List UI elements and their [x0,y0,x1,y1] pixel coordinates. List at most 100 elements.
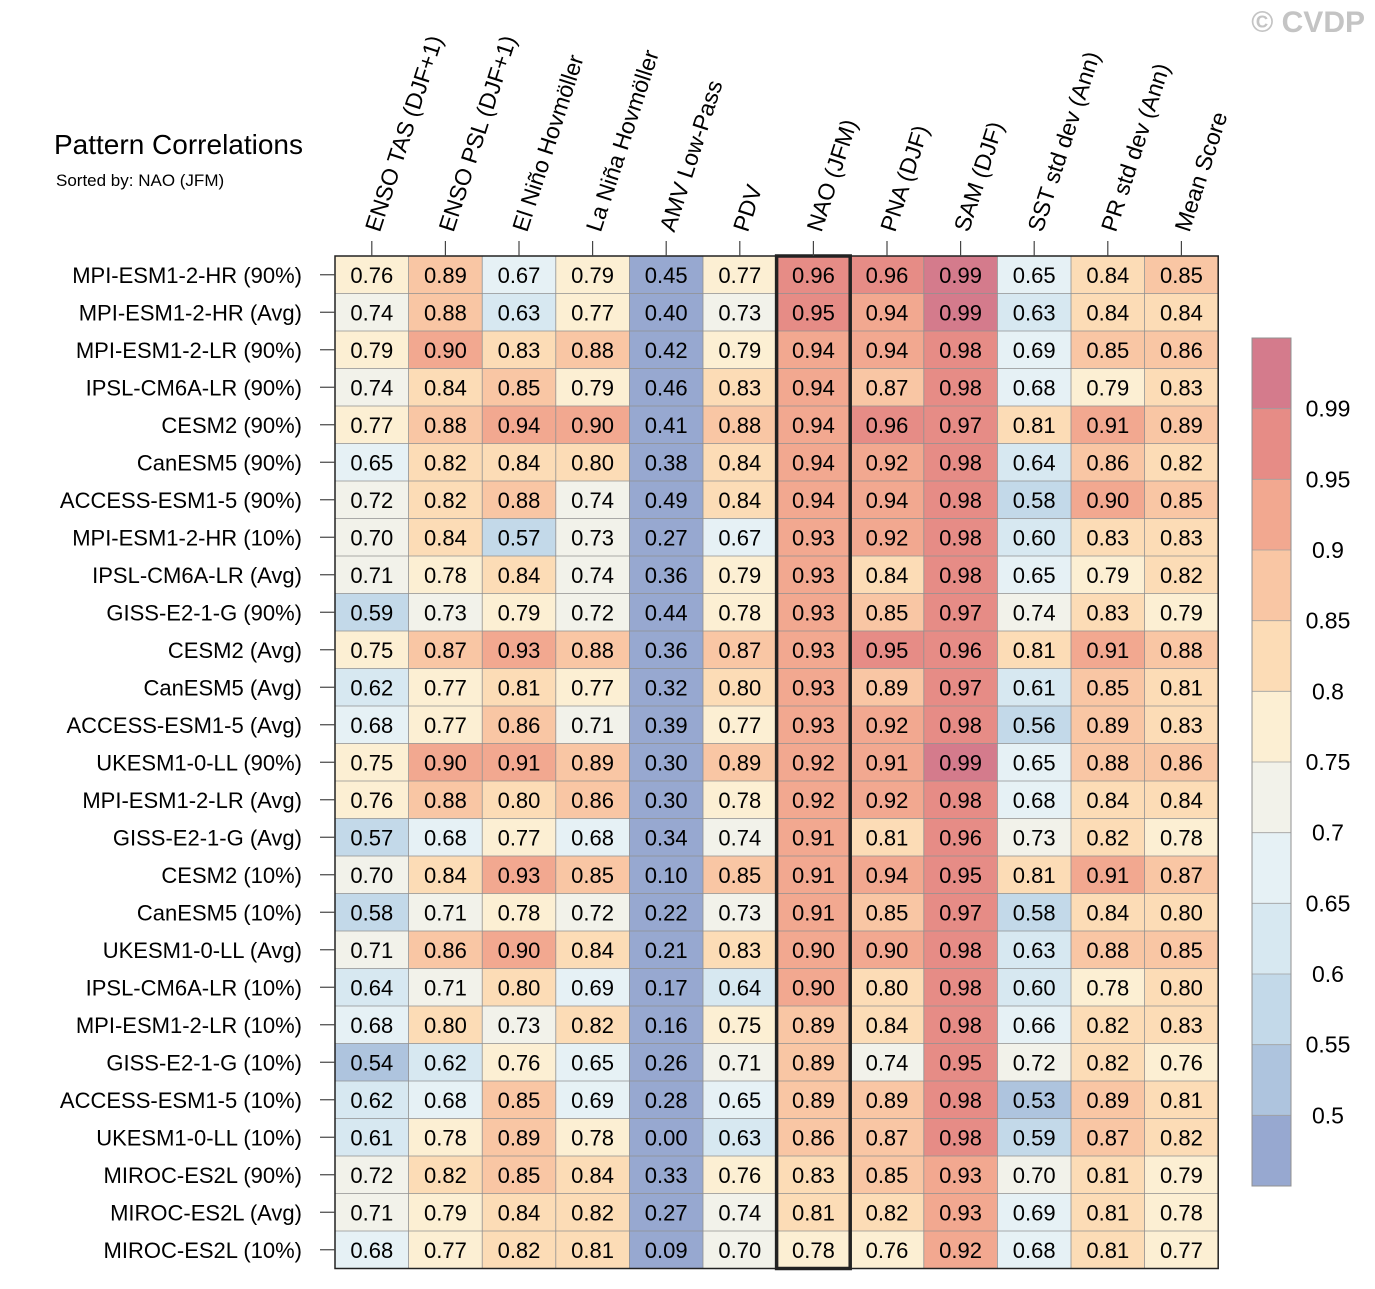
cell-value: 0.83 [718,938,761,963]
heatmap-cell [850,631,924,669]
heatmap-cell [335,293,409,331]
heatmap-cell [555,518,630,556]
heatmap-cell [482,968,556,1006]
heatmap-cell [629,893,703,931]
heatmap-cell [482,481,556,519]
cell-value: 0.78 [1086,975,1129,1000]
heatmap-cell [776,818,851,856]
cell-value: 0.84 [1160,300,1203,325]
cell-value: 0.89 [718,750,761,775]
heatmap-cell [408,481,483,519]
cell-value: 0.57 [350,825,393,850]
cell-value: 0.81 [1013,638,1056,663]
cell-value: 0.72 [350,488,393,513]
heatmap-cell [923,293,998,331]
cell-value: 0.90 [424,750,467,775]
heatmap-cell [408,968,483,1006]
heatmap-cell [997,443,1071,481]
cell-value: 0.42 [645,338,688,363]
cell-value: 0.27 [645,1200,688,1225]
heatmap-cell [555,406,630,444]
cell-value: 0.93 [792,563,835,588]
cell-value: 0.92 [866,788,909,813]
colorbar-segment [1252,691,1291,762]
cell-value: 0.81 [571,1238,614,1263]
cell-value: 0.85 [866,1163,909,1188]
cell-value: 0.69 [571,1088,614,1113]
cell-value: 0.99 [939,263,982,288]
heatmap-cell [629,593,703,631]
cell-value: 0.98 [939,1013,982,1038]
heatmap-cell [629,968,703,1006]
heatmap-cell [703,781,777,819]
cell-value: 0.80 [718,675,761,700]
heatmap-cell [408,931,483,969]
heatmap-cell [555,1006,630,1044]
cell-value: 0.81 [1086,1163,1129,1188]
heatmap-cell [703,1193,777,1231]
colorbar-label: 0.55 [1306,1032,1351,1058]
heatmap-cell [703,406,777,444]
cell-value: 0.78 [1160,1200,1203,1225]
cell-value: 0.46 [645,375,688,400]
column-label: PR std dev (Ann) [1096,60,1175,235]
cell-value: 0.83 [498,338,541,363]
heatmap-cell [703,856,777,894]
row-label: MPI-ESM1-2-LR (90%) [76,338,302,363]
heatmap-cell [335,1006,409,1044]
heatmap-cell [703,1231,777,1269]
cell-value: 0.83 [1086,600,1129,625]
cell-value: 0.44 [645,600,688,625]
heatmap-cell [629,818,703,856]
cell-value: 0.76 [1160,1050,1203,1075]
cell-value: 0.71 [350,1200,393,1225]
cell-value: 0.77 [571,675,614,700]
heatmap-cell [850,1156,924,1194]
row-label: CanESM5 (90%) [137,450,302,475]
column-label: NAO (JFM) [801,116,862,235]
colorbar-segment [1252,974,1291,1045]
cell-value: 0.78 [424,1125,467,1150]
heatmap-cell [1071,668,1145,706]
heatmap-cell [555,1118,630,1156]
cell-value: 0.79 [718,563,761,588]
heatmap-cell [629,256,703,294]
heatmap-cell [408,1043,483,1081]
heatmap-cells: 0.76 0.89 0.67 0.79 0.45 0.77 0.96 0.96 0.99 0.65… [335,256,1219,1269]
row-label: MPI-ESM1-2-HR (10%) [72,525,302,550]
cell-value: 0.98 [939,1125,982,1150]
heatmap-cell [1071,443,1145,481]
heatmap-cell [923,743,998,781]
column-label: SST std dev (Ann) [1022,48,1105,234]
cell-value: 0.85 [718,863,761,888]
heatmap-cell [408,706,483,744]
heatmap-cell [923,368,998,406]
cell-value: 0.78 [792,1238,835,1263]
heatmap-cell [1071,481,1145,519]
cell-value: 0.82 [866,1200,909,1225]
heatmap-cell [703,1081,777,1119]
heatmap-cell [482,1193,556,1231]
heatmap-cell [776,443,851,481]
cell-value: 0.67 [498,263,541,288]
cell-value: 0.96 [866,413,909,438]
heatmap-cell [923,518,998,556]
heatmap-cell [629,743,703,781]
cell-value: 0.94 [866,300,909,325]
heatmap-cell [1144,1231,1219,1269]
heatmap-cell [482,1081,556,1119]
heatmap-cell [1071,593,1145,631]
heatmap-cell [1144,406,1219,444]
heatmap-cell [923,556,998,594]
heatmap-cell [997,1193,1071,1231]
cell-value: 0.87 [1160,863,1203,888]
column-label: PNA (DJF) [875,122,934,235]
heatmap-cell [997,1231,1071,1269]
cell-value: 0.68 [350,1238,393,1263]
cell-value: 0.83 [792,1163,835,1188]
cell-value: 0.74 [571,563,614,588]
heatmap-cell [555,818,630,856]
cell-value: 0.89 [571,750,614,775]
cell-value: 0.92 [866,450,909,475]
heatmap-cell [482,1118,556,1156]
